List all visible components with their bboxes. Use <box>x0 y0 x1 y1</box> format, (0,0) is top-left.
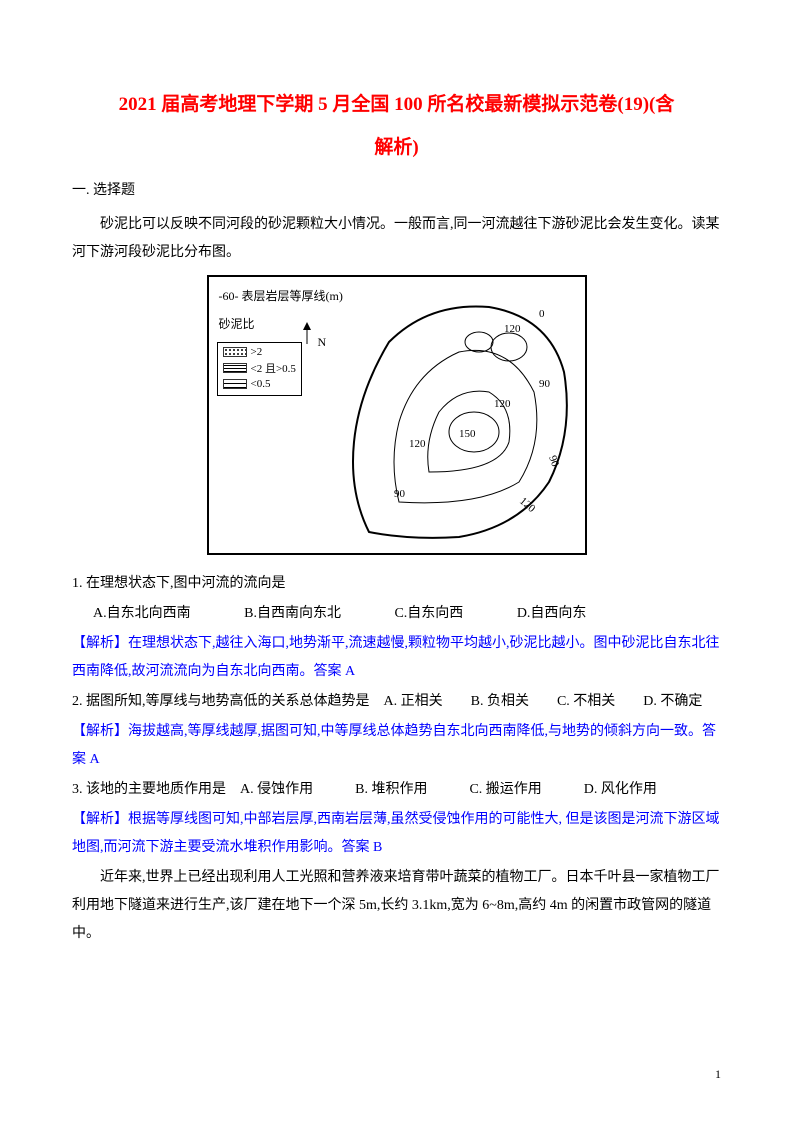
contour-value: 120 <box>494 398 511 410</box>
q3-stem: 3. 该地的主要地质作用是 A. 侵蚀作用 B. 堆积作用 C. 搬运作用 D.… <box>72 776 721 804</box>
contour-value: 90 <box>394 488 406 500</box>
q1-analysis: 【解析】在理想状态下,越往入海口,地势渐平,流速越慢,颗粒物平均越小,砂泥比越小… <box>72 630 721 686</box>
legend-item: <0.5 <box>223 378 296 390</box>
exam-title-line2: 解析) <box>72 132 721 159</box>
q1-stem: 1. 在理想状态下,图中河流的流向是 <box>72 570 721 598</box>
context-paragraph-2: 近年来,世界上已经出现利用人工光照和营养液来培育带叶蔬菜的植物工厂。日本千叶县一… <box>72 864 721 948</box>
contour-value: 90 <box>546 454 561 469</box>
contour-value: 120 <box>409 438 426 450</box>
q1-option-b: B.自西南向东北 <box>244 600 341 628</box>
contour-value: 0 <box>539 308 545 320</box>
figure-contour-label: -60- 表层岩层等厚线(m) <box>219 287 343 308</box>
legend-item: >2 <box>223 346 296 358</box>
q1-option-c: C.自东向西 <box>394 600 463 628</box>
page-number: 1 <box>715 1067 721 1082</box>
contour-value: 150 <box>459 428 476 440</box>
section-heading: 一. 选择题 <box>72 177 721 205</box>
map-figure: -60- 表层岩层等厚线(m) 砂泥比 N >2 <2 且>0.5 <0.5 <box>207 275 587 555</box>
legend-item: <2 且>0.5 <box>223 360 296 376</box>
q1-options: A.自东北向西南 B.自西南向东北 C.自东向西 D.自西向东 <box>72 600 721 628</box>
q2-analysis: 【解析】海拔越高,等厚线越厚,据图可知,中等厚线总体趋势自东北向西南降低,与地势… <box>72 718 721 774</box>
q3-analysis: 【解析】根据等厚线图可知,中部岩层厚,西南岩层薄,虽然受侵蚀作用的可能性大, 但… <box>72 806 721 862</box>
legend-box: >2 <2 且>0.5 <0.5 <box>217 342 302 396</box>
q1-option-a: A.自东北向西南 <box>93 600 191 628</box>
north-arrow: N <box>299 322 327 350</box>
q1-option-d: D.自西向东 <box>517 600 587 628</box>
contour-value: 90 <box>539 378 551 390</box>
exam-title-line1: 2021 届高考地理下学期 5 月全国 100 所名校最新模拟示范卷(19)(含 <box>72 90 721 120</box>
intro-paragraph: 砂泥比可以反映不同河段的砂泥颗粒大小情况。一般而言,同一河流越往下游砂泥比会发生… <box>72 211 721 267</box>
contour-map-icon: 0 120 90 120 150 120 90 90 120 <box>339 292 579 542</box>
figure-container: -60- 表层岩层等厚线(m) 砂泥比 N >2 <2 且>0.5 <0.5 <box>72 275 721 560</box>
contour-value: 120 <box>504 323 521 335</box>
q2-stem: 2. 据图所知,等厚线与地势高低的关系总体趋势是 A. 正相关 B. 负相关 C… <box>72 688 721 716</box>
figure-ratio-label: 砂泥比 <box>219 315 255 332</box>
